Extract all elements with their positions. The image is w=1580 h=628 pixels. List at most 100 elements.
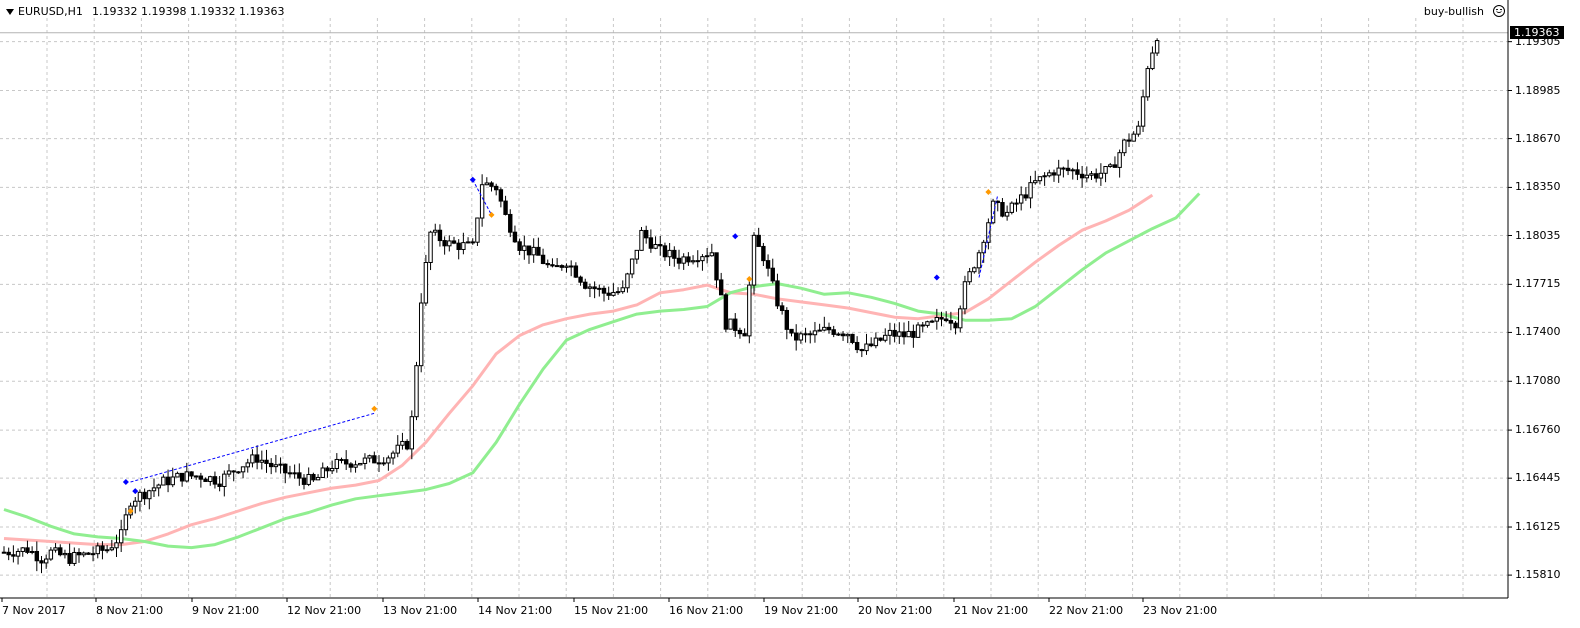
candle [315, 474, 321, 481]
candle [25, 540, 30, 555]
price-tick-label: 1.18985 [1515, 83, 1561, 97]
candle [601, 285, 607, 302]
candle [925, 320, 930, 328]
candle-body [395, 444, 400, 454]
candle [170, 467, 175, 488]
candle-body [873, 337, 879, 347]
candle [892, 323, 897, 343]
candle [456, 239, 461, 260]
candle [34, 541, 40, 572]
candle [1004, 205, 1010, 221]
candle-body [306, 473, 311, 485]
candle-body [601, 287, 607, 294]
candle-body [761, 245, 766, 262]
candle [1093, 168, 1099, 183]
candle-body [845, 333, 850, 337]
candle-body [953, 322, 958, 329]
candle-body [808, 333, 813, 336]
candle-body [1070, 169, 1075, 172]
candle [929, 319, 935, 323]
candle [100, 541, 105, 560]
candle-body [53, 547, 58, 551]
candle [868, 337, 874, 348]
candle [414, 361, 419, 421]
time-tick-label: 21 Nov 21:00 [954, 604, 1029, 617]
candle-body [934, 317, 940, 322]
candle [133, 497, 138, 514]
candle-body [592, 286, 597, 290]
candle-body [15, 550, 21, 557]
candle-body [479, 184, 485, 219]
candle [737, 327, 743, 339]
candle-body [1028, 182, 1033, 199]
candle [1150, 46, 1155, 71]
candle-body [972, 267, 977, 273]
candle-body [81, 552, 86, 556]
signal-lines [130, 179, 999, 483]
candle [972, 266, 977, 274]
candle [493, 183, 499, 196]
candle-body [672, 249, 677, 259]
candle-body [1126, 139, 1132, 142]
candle-body [728, 318, 733, 330]
candle [1023, 187, 1029, 201]
candle-body [329, 467, 335, 472]
symbol-label: EURUSD,H1 [18, 5, 83, 18]
candle-body [240, 466, 246, 473]
candle [358, 462, 363, 466]
candle-body [536, 246, 541, 256]
candle [43, 554, 49, 569]
candle-body [58, 547, 63, 556]
candle [878, 337, 883, 342]
candle-body [465, 241, 471, 244]
candle-body [20, 547, 25, 552]
candle [484, 177, 490, 186]
exit-marker [371, 405, 378, 412]
smile-icon[interactable] [1493, 5, 1505, 17]
candle [615, 287, 621, 295]
candle-body [508, 213, 513, 233]
candle-body [414, 365, 419, 418]
candle-body [686, 256, 691, 263]
candle [512, 225, 518, 243]
candle [118, 519, 124, 552]
candle [418, 293, 424, 373]
candle-body [803, 333, 808, 336]
candle [301, 474, 307, 490]
candle-body [433, 229, 438, 233]
candle [1075, 162, 1080, 181]
candle [962, 275, 968, 315]
candle [695, 250, 700, 268]
candle-body [404, 440, 410, 450]
candle-body [986, 222, 991, 243]
candle [517, 238, 522, 256]
candle [1122, 139, 1127, 157]
candle [278, 457, 283, 474]
candle [1089, 170, 1094, 180]
candle-body [456, 242, 461, 250]
symbol-menu-icon[interactable] [6, 9, 14, 15]
candle [550, 258, 555, 268]
candle [840, 331, 846, 341]
candle [920, 322, 925, 333]
candle-body [409, 416, 415, 450]
candle-body [301, 477, 307, 485]
candle-body [990, 200, 996, 224]
candle [662, 242, 668, 261]
candle-body [878, 337, 883, 341]
candle-body [798, 333, 804, 341]
candle [409, 410, 415, 460]
candle-body [587, 286, 593, 289]
candle [212, 471, 218, 489]
candle [123, 508, 129, 536]
candle [808, 330, 813, 344]
candle [381, 457, 386, 466]
candle [723, 292, 729, 333]
candle-body [897, 331, 902, 337]
candle-body [526, 245, 532, 256]
candle-body [868, 343, 874, 347]
candle [742, 328, 747, 337]
candle [372, 451, 377, 464]
